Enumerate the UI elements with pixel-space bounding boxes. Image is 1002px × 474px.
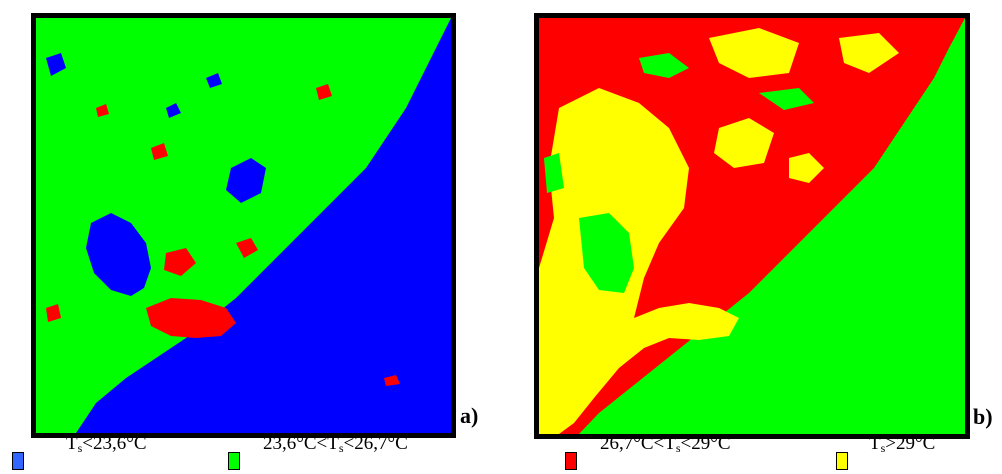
legend-text: T [66, 433, 78, 454]
map-panel-b [534, 13, 970, 439]
vegetation-region [544, 153, 564, 193]
hot-region [714, 118, 774, 168]
map-a-image [46, 18, 451, 433]
panel-label-b: b) [973, 404, 993, 429]
legend-subscript: s [675, 441, 681, 455]
map-b-image [539, 18, 965, 434]
lake-region [46, 53, 66, 76]
legend-subscript: s [338, 441, 344, 455]
hot-region [789, 153, 824, 183]
legend-subscript: s [77, 441, 83, 455]
warm-patch [384, 375, 400, 386]
legend-subscript: s [880, 441, 886, 455]
warm-patch [164, 248, 196, 276]
legend-item-cold: Ts<23,6°C [66, 434, 147, 458]
legend-swatch-hot [836, 452, 848, 470]
hot-region [539, 88, 739, 434]
warm-patch [46, 304, 61, 322]
vegetation-region [759, 88, 814, 110]
warm-patch [151, 143, 168, 160]
lake-region [226, 158, 266, 203]
vegetation-region [579, 213, 634, 293]
legend-text: <26,7°C [343, 433, 408, 454]
legend-item-warm: 26,7°C<Ts<29°C [600, 434, 731, 458]
lake-region [206, 73, 222, 88]
legend-text: 26,7°C<T [600, 433, 676, 454]
warm-patch [96, 104, 109, 117]
legend-item-hot: Ts>29°C [869, 434, 935, 458]
town-region [146, 298, 236, 338]
map-panel-a [31, 13, 456, 438]
legend-text: T [869, 433, 881, 454]
legend-swatch-warm [565, 452, 577, 470]
warm-patch [236, 238, 258, 258]
sea-region [76, 18, 451, 433]
hot-region [709, 28, 799, 78]
legend-text: <23,6°C [82, 433, 147, 454]
hot-region [839, 33, 899, 73]
lake-region [166, 103, 181, 118]
legend-swatch-cold [12, 452, 24, 470]
legend-swatch-moderate [228, 452, 240, 470]
warm-patch [316, 84, 332, 100]
legend-text: <29°C [680, 433, 731, 454]
legend-item-moderate: 23,6°C<Ts<26,7°C [263, 434, 408, 458]
legend-text: 23,6°C<T [263, 433, 339, 454]
vegetation-region [639, 53, 689, 78]
panel-label-a: a) [460, 403, 479, 428]
legend-text: >29°C [885, 433, 936, 454]
lagoon-region [86, 213, 151, 296]
